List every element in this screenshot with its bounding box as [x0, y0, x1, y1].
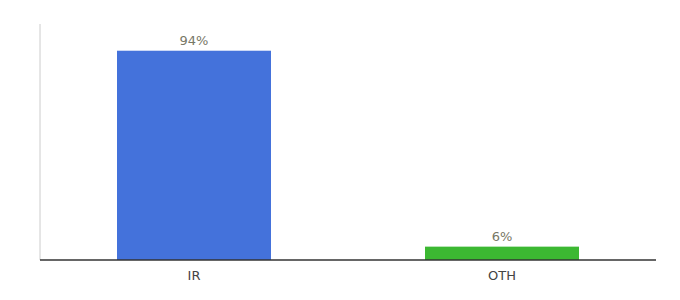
data-label: 6% — [492, 229, 513, 244]
chart-svg: IR OTH 94% 6% — [0, 0, 680, 300]
x-tick-label: IR — [188, 268, 201, 283]
x-tick-label: OTH — [488, 268, 516, 283]
bar — [425, 247, 579, 260]
x-axis-line — [40, 259, 656, 261]
data-label: 94% — [180, 33, 209, 48]
bars — [117, 51, 579, 260]
bar — [117, 51, 271, 260]
chart-container: IR OTH 94% 6% — [0, 0, 680, 300]
data-labels: 94% 6% — [180, 33, 513, 244]
y-axis-line — [40, 24, 41, 260]
